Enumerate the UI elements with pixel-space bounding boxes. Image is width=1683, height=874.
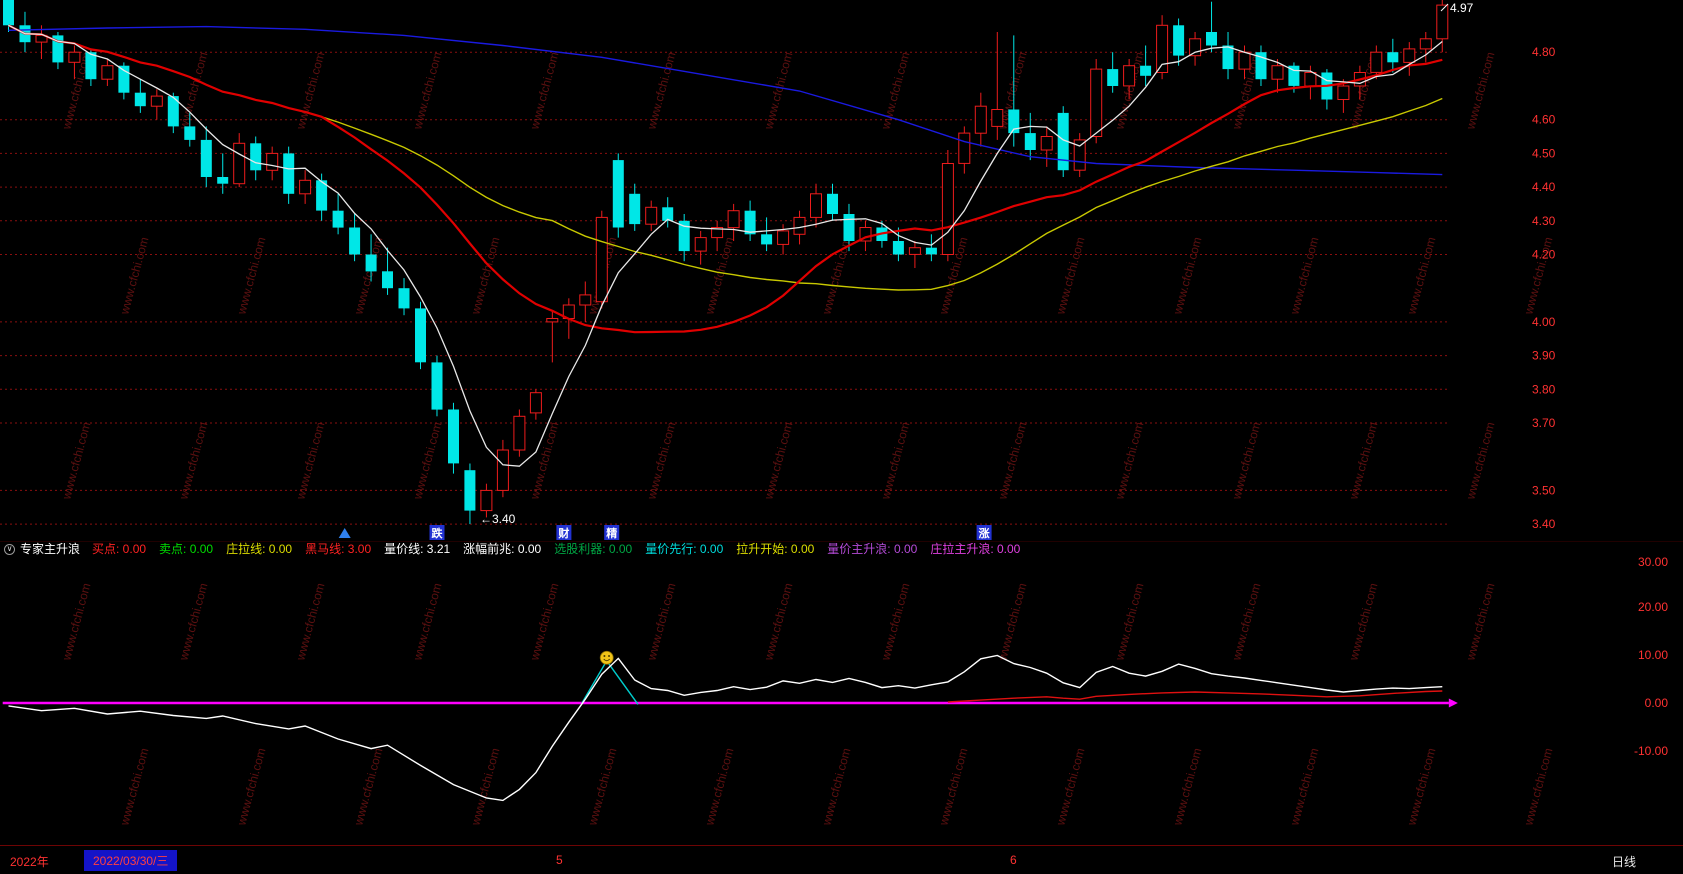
svg-text:0.00: 0.00 (1645, 696, 1669, 710)
svg-text:www.cfchi.com: www.cfchi.com (644, 581, 678, 662)
svg-text:20.00: 20.00 (1638, 600, 1668, 614)
svg-text:www.cfchi.com: www.cfchi.com (761, 420, 795, 501)
indicator-item-2: 庄拉线: 0.00 (226, 541, 293, 556)
candlestick-chart[interactable]: www.cfchi.com www.cfchi.com www.cfchi.com w… (0, 0, 1683, 541)
svg-text:www.cfchi.com: www.cfchi.com (1112, 420, 1146, 501)
axis-month-tick-1: 6 (1010, 853, 1017, 867)
svg-text:3.50: 3.50 (1532, 483, 1556, 497)
svg-text:www.cfchi.com: www.cfchi.com (995, 581, 1029, 662)
svg-text:www.cfchi.com: www.cfchi.com (410, 581, 444, 662)
indicator-item-10: 庄拉主升浪: 0.00 (930, 541, 1021, 556)
svg-text:www.cfchi.com: www.cfchi.com (1404, 235, 1438, 316)
svg-text:www.cfchi.com: www.cfchi.com (1053, 235, 1087, 316)
svg-text:www.cfchi.com: www.cfchi.com (1287, 235, 1321, 316)
svg-text:www.cfchi.com: www.cfchi.com (176, 420, 210, 501)
svg-text:www.cfchi.com: www.cfchi.com (878, 420, 912, 501)
svg-text:4.60: 4.60 (1532, 113, 1556, 127)
indicator-item-4: 量价线: 3.21 (384, 541, 451, 556)
svg-text:www.cfchi.com: www.cfchi.com (1112, 581, 1146, 662)
svg-text:www.cfchi.com: www.cfchi.com (117, 746, 151, 827)
svg-text:4.00: 4.00 (1532, 315, 1556, 329)
indicator-item-1: 卖点: 0.00 (159, 541, 214, 556)
svg-text:4.80: 4.80 (1532, 45, 1556, 59)
svg-text:www.cfchi.com: www.cfchi.com (234, 235, 268, 316)
indicator-item-0: 买点: 0.00 (92, 541, 147, 556)
svg-text:www.cfchi.com: www.cfchi.com (585, 746, 619, 827)
svg-text:3.40: 3.40 (1532, 517, 1556, 531)
svg-text:10.00: 10.00 (1638, 648, 1668, 662)
svg-text:跌: 跌 (432, 526, 444, 540)
svg-text:www.cfchi.com: www.cfchi.com (293, 581, 327, 662)
svg-text:财: 财 (557, 526, 569, 540)
svg-text:www.cfchi.com: www.cfchi.com (1463, 581, 1497, 662)
svg-text:www.cfchi.com: www.cfchi.com (878, 581, 912, 662)
svg-text:www.cfchi.com: www.cfchi.com (702, 235, 736, 316)
svg-text:www.cfchi.com: www.cfchi.com (176, 581, 210, 662)
svg-text:www.cfchi.com: www.cfchi.com (1229, 581, 1263, 662)
svg-text:涨: 涨 (979, 526, 990, 540)
current-date-badge[interactable]: 2022/03/30/三 (84, 850, 178, 871)
indicator-item-6: 选股利器: 0.00 (554, 541, 633, 556)
svg-text:www.cfchi.com: www.cfchi.com (59, 420, 93, 501)
period-selector[interactable]: 日线 (1612, 855, 1637, 869)
indicator-item-9: 量价主升浪: 0.00 (827, 541, 918, 556)
status-bar: 2022年 2022/03/30/三 5 6 日线 (0, 845, 1683, 874)
svg-text:www.cfchi.com: www.cfchi.com (468, 746, 502, 827)
svg-text:www.cfchi.com: www.cfchi.com (995, 420, 1029, 501)
indicator-title[interactable]: 专家主升浪 (20, 541, 81, 556)
svg-text:www.cfchi.com: www.cfchi.com (819, 746, 853, 827)
svg-text:4.20: 4.20 (1532, 248, 1556, 262)
svg-text:www.cfchi.com: www.cfchi.com (117, 235, 151, 316)
indicator-item-7: 量价先行: 0.00 (645, 541, 724, 556)
svg-text:3.70: 3.70 (1532, 416, 1556, 430)
svg-text:www.cfchi.com: www.cfchi.com (1463, 420, 1497, 501)
indicator-subchart[interactable]: www.cfchi.com www.cfchi.com www.cfchi.com w… (0, 556, 1683, 845)
svg-text:www.cfchi.com: www.cfchi.com (819, 235, 853, 316)
svg-text:www.cfchi.com: www.cfchi.com (1170, 746, 1204, 827)
axis-month-tick-0: 5 (556, 853, 563, 867)
svg-text:←3.40: ←3.40 (480, 512, 516, 526)
svg-text:www.cfchi.com: www.cfchi.com (1404, 746, 1438, 827)
svg-text:www.cfchi.com: www.cfchi.com (1463, 50, 1497, 131)
svg-text:www.cfchi.com: www.cfchi.com (1053, 746, 1087, 827)
svg-text:3.80: 3.80 (1532, 382, 1556, 396)
svg-text:www.cfchi.com: www.cfchi.com (702, 746, 736, 827)
svg-text:精: 精 (606, 526, 617, 540)
svg-text:www.cfchi.com: www.cfchi.com (234, 746, 268, 827)
svg-text:www.cfchi.com: www.cfchi.com (59, 581, 93, 662)
svg-text:4.97: 4.97 (1450, 1, 1474, 15)
svg-text:30.00: 30.00 (1638, 556, 1668, 569)
svg-text:www.cfchi.com: www.cfchi.com (527, 581, 561, 662)
svg-text:4.30: 4.30 (1532, 214, 1556, 228)
indicator-item-8: 拉升开始: 0.00 (736, 541, 815, 556)
svg-text:www.cfchi.com: www.cfchi.com (761, 581, 795, 662)
svg-text:4.50: 4.50 (1532, 146, 1556, 160)
svg-text:www.cfchi.com: www.cfchi.com (1521, 746, 1555, 827)
svg-text:3.90: 3.90 (1532, 349, 1556, 363)
svg-text:www.cfchi.com: www.cfchi.com (1170, 235, 1204, 316)
indicator-header: ∨ 专家主升浪 买点: 0.00 卖点: 0.00 庄拉线: 0.00 黑马线: 3.… (0, 541, 1683, 556)
svg-text:www.cfchi.com: www.cfchi.com (644, 420, 678, 501)
svg-text:4.40: 4.40 (1532, 180, 1556, 194)
axis-year-label: 2022年 (10, 855, 49, 869)
indicator-item-5: 涨幅前兆: 0.00 (463, 541, 542, 556)
svg-text:www.cfchi.com: www.cfchi.com (1346, 420, 1380, 501)
svg-text:www.cfchi.com: www.cfchi.com (293, 420, 327, 501)
svg-text:www.cfchi.com: www.cfchi.com (1346, 581, 1380, 662)
indicator-item-3: 黑马线: 3.00 (305, 541, 372, 556)
svg-text:www.cfchi.com: www.cfchi.com (1229, 420, 1263, 501)
svg-text:www.cfchi.com: www.cfchi.com (1287, 746, 1321, 827)
svg-text:www.cfchi.com: www.cfchi.com (351, 746, 385, 827)
svg-text:www.cfchi.com: www.cfchi.com (410, 420, 444, 501)
collapse-icon[interactable]: ∨ (4, 543, 15, 555)
svg-text:-10.00: -10.00 (1634, 744, 1668, 758)
svg-text:www.cfchi.com: www.cfchi.com (936, 746, 970, 827)
indicator-values: 买点: 0.00 卖点: 0.00 庄拉线: 0.00 黑马线: 3.00 量价线: 3… (92, 542, 1033, 557)
